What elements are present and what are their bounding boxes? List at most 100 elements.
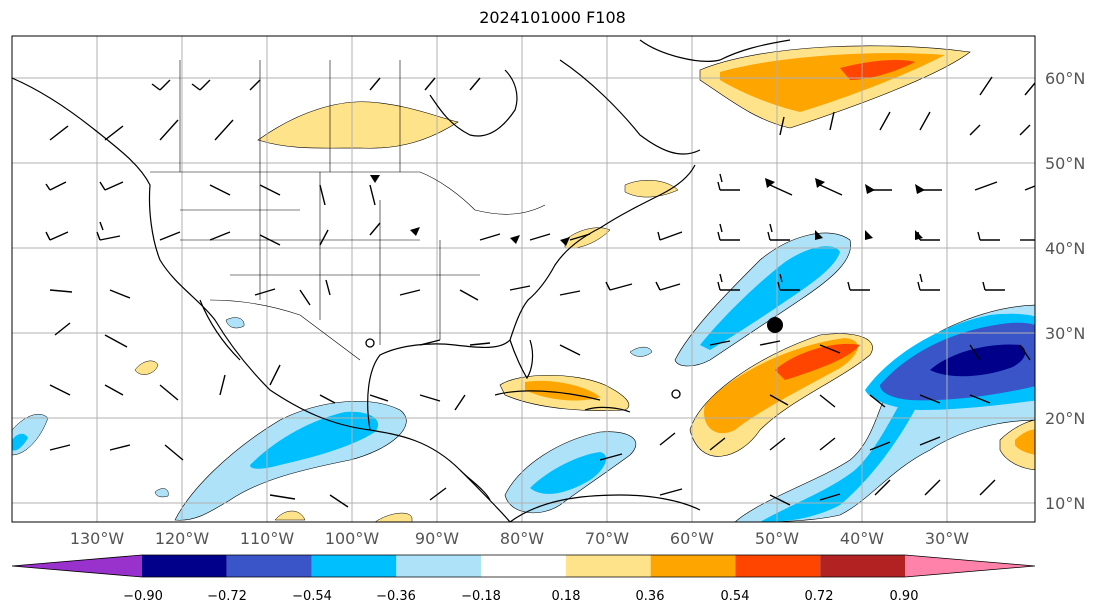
wind-barb [469, 77, 481, 91]
positive-anomaly-region [840, 60, 915, 80]
wind-barb [399, 289, 421, 296]
wind-barb [769, 494, 791, 506]
wind-pennant [915, 184, 925, 194]
colorbar-tick-label: 0.18 [552, 589, 581, 604]
coastlines [12, 39, 791, 522]
wind-barb [209, 184, 231, 196]
colorbar-swatch [142, 555, 227, 577]
wind-barb [659, 432, 676, 446]
calm-wind-marker [671, 389, 681, 399]
wind-barb [99, 181, 124, 191]
wind-barb [109, 289, 131, 299]
colorbar-outline [11, 554, 1036, 578]
positive-anomaly-region [1015, 429, 1035, 455]
wind-barb [819, 493, 841, 501]
wind-barb [919, 111, 931, 131]
colorbar-swatch [311, 555, 397, 577]
wind-barb [777, 273, 800, 291]
wind-barb [769, 437, 786, 451]
baja-california [199, 299, 241, 361]
wind-barb [819, 344, 841, 354]
wind-pennant [560, 237, 570, 246]
wind-barb [759, 340, 781, 346]
anomaly-shading [12, 45, 1035, 522]
wind-barb [469, 342, 491, 346]
wind-barb [769, 394, 789, 406]
wind-barb [191, 79, 211, 91]
lat-lon-grid [12, 36, 1035, 522]
colorbar-tick-label: −0.18 [461, 589, 501, 604]
wind-barb [969, 344, 981, 361]
wind-barb [767, 223, 790, 241]
negative-anomaly-region [530, 452, 607, 494]
wind-barb [924, 479, 941, 496]
canada-province-lines [179, 60, 401, 172]
wind-barb [569, 233, 591, 241]
lon-label: 50°W [755, 529, 799, 548]
lon-label: 90°W [415, 529, 459, 548]
gulf-coast [367, 164, 696, 431]
political-borders [150, 60, 546, 361]
wind-barb [919, 436, 941, 446]
positive-anomaly-region [374, 512, 413, 522]
wind-barb [529, 233, 551, 241]
map-title: 2024101000 F108 [479, 8, 626, 27]
wind-barb [429, 487, 447, 501]
colorbar-swatch [12, 555, 142, 577]
florida-coast [509, 339, 534, 380]
wind-pennant [815, 178, 825, 188]
latitude-labels: 60°N 50°N 40°N 30°N 20°N 10°N [1045, 69, 1085, 513]
wind-barb [369, 394, 389, 402]
negative-anomaly-region [225, 317, 245, 329]
wind-barb [325, 279, 331, 296]
wind-barb [49, 125, 69, 141]
wind-barb [717, 273, 740, 291]
lon-label: 110°W [240, 529, 295, 548]
wind-barb [319, 184, 326, 206]
wind-barb [969, 394, 991, 404]
colorbar-tick-label: −0.90 [123, 589, 163, 604]
wind-barb [917, 273, 940, 291]
colorbar-tick-label: 0.54 [721, 589, 750, 604]
wind-barb [1024, 82, 1035, 96]
wind-barb [151, 79, 171, 91]
wind-barb [49, 444, 71, 451]
wind-barb [879, 111, 891, 131]
colorbar-tick-labels: −0.90 −0.72 −0.54 −0.36 −0.18 0.18 0.36 … [123, 589, 918, 604]
wind-barb [819, 184, 843, 196]
wind-barb [319, 394, 336, 404]
wind-barb [164, 444, 184, 461]
lat-label: 50°N [1045, 154, 1085, 173]
wind-barb [977, 231, 1000, 241]
wind-barb [45, 231, 69, 241]
wind-barb [829, 111, 835, 131]
wind-pennant [370, 175, 380, 183]
wind-barb [819, 437, 836, 451]
wind-barb [269, 494, 296, 500]
lat-label: 40°N [1045, 239, 1085, 258]
lon-label: 30°W [925, 529, 969, 548]
wind-barb [454, 394, 466, 411]
wind-pennant [865, 184, 875, 194]
wind-barb [559, 344, 581, 356]
wind-barb [299, 289, 311, 306]
longitude-labels: 130°W 120°W 110°W 100°W 90°W 80°W 70°W 6… [70, 529, 969, 548]
wind-barb [319, 229, 329, 246]
wind-barb [819, 394, 836, 408]
wind-barb [54, 322, 71, 336]
negative-anomaly-region [700, 246, 840, 350]
map-plot-area [12, 36, 1035, 522]
colorbar-swatch [565, 555, 651, 577]
wind-barb [599, 453, 623, 461]
lon-label: 70°W [585, 529, 629, 548]
lat-label: 30°N [1045, 324, 1085, 343]
hispaniola [584, 406, 631, 413]
wind-barb [659, 488, 683, 496]
negative-anomaly-region [12, 433, 28, 451]
wind-barb [605, 281, 633, 291]
positive-anomaly-region [274, 510, 306, 521]
cuba [494, 390, 601, 401]
wind-barb [104, 125, 124, 141]
colorbar-swatch [820, 555, 905, 577]
